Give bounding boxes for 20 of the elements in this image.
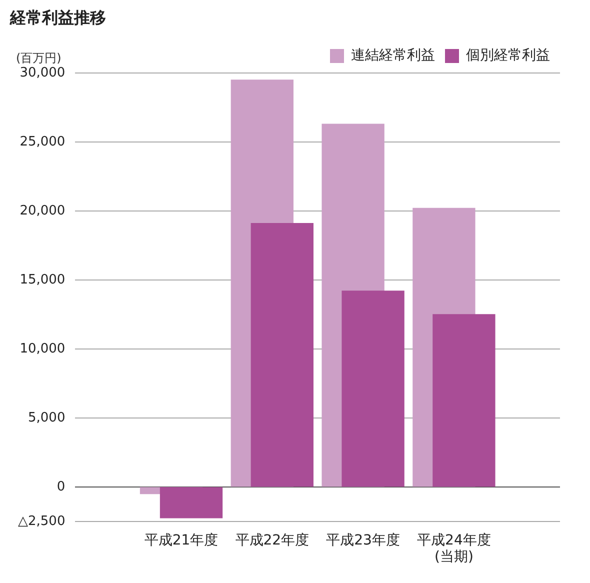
y-tick-label: △2,500 [18, 514, 66, 529]
y-tick-label: 30,000 [20, 65, 66, 80]
y-axis-title: (百万円) [16, 51, 62, 66]
x-tick-label: 平成21年度 [144, 532, 218, 548]
legend-label: 個別経常利益 [466, 48, 550, 64]
bar [250, 223, 314, 487]
x-tick-label: 平成23年度 [326, 532, 400, 548]
y-tick-label: 0 [56, 479, 66, 494]
y-tick-label: 20,000 [20, 203, 66, 218]
y-tick-label: 25,000 [20, 134, 66, 150]
y-tick-label: 5,000 [28, 410, 66, 426]
bar [432, 314, 496, 487]
y-tick-label: 10,000 [20, 341, 66, 356]
chart-title: 経常利益推移 [10, 8, 107, 29]
y-tick-label: 15,000 [20, 272, 66, 288]
x-tick-label: 平成24年度 (当期) [417, 532, 491, 566]
bar [342, 290, 404, 487]
bar [160, 487, 223, 518]
legend-label: 連結経常利益 [351, 48, 435, 64]
x-tick-label: 平成22年度 [235, 532, 310, 548]
